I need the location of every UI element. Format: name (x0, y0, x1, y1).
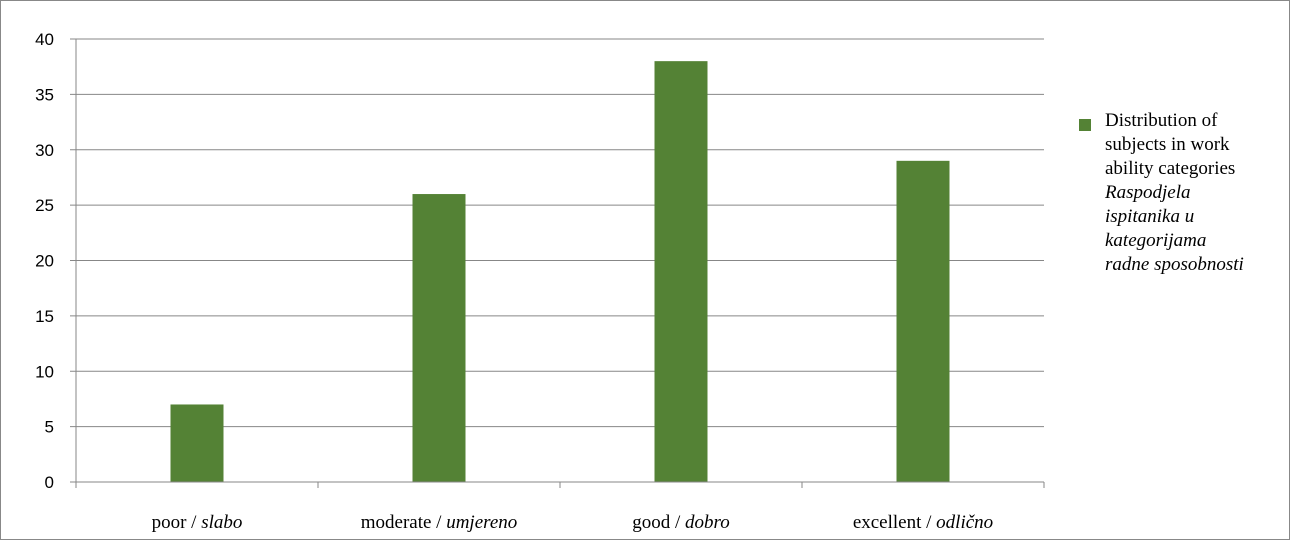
x-category-label-hr: dobro (685, 512, 730, 533)
x-category-label: moderate / umjereno (361, 512, 518, 533)
axes (75, 39, 1045, 488)
y-tick-labels: 0 5 10 15 20 25 30 35 40 (35, 30, 54, 492)
x-category-label-hr: slabo (201, 512, 242, 533)
x-category-label-en: good / (632, 512, 685, 533)
y-tick-label: 25 (35, 196, 54, 215)
legend-series-name: Distribution of subjects in work ability… (1105, 110, 1236, 179)
y-tick-label: 0 (45, 473, 54, 492)
bar (896, 160, 950, 482)
bar (654, 61, 708, 483)
x-category-label: excellent / odlično (853, 512, 993, 533)
bar (412, 194, 466, 483)
x-category-label-hr: odlično (936, 512, 993, 533)
legend: Distribution of subjects in work ability… (1079, 109, 1279, 277)
y-tick-label: 5 (45, 418, 54, 437)
bars (170, 61, 950, 483)
legend-swatch (1079, 119, 1091, 131)
y-tick-label: 35 (35, 85, 54, 104)
legend-label: Distribution of subjects in work ability… (1105, 109, 1250, 277)
x-category-label-en: excellent / (853, 512, 936, 533)
x-category-labels: poor / slabo moderate / umjereno good / do… (152, 512, 994, 533)
x-category-label: poor / slabo (152, 512, 243, 533)
x-category-label-en: poor / (152, 512, 202, 533)
y-tick-label: 20 (35, 252, 54, 271)
x-category-label-hr: umjereno (446, 512, 517, 533)
y-tick-label: 15 (35, 307, 54, 326)
x-category-label-en: moderate / (361, 512, 446, 533)
x-category-label: good / dobro (632, 512, 729, 533)
bar (170, 404, 224, 482)
gridlines (70, 38, 1044, 483)
y-tick-label: 10 (35, 362, 54, 381)
y-tick-label: 30 (35, 141, 54, 160)
y-tick-label: 40 (35, 30, 54, 49)
legend-series-name-hr: Raspodjela ispitanika u kategorijama rad… (1105, 182, 1244, 275)
